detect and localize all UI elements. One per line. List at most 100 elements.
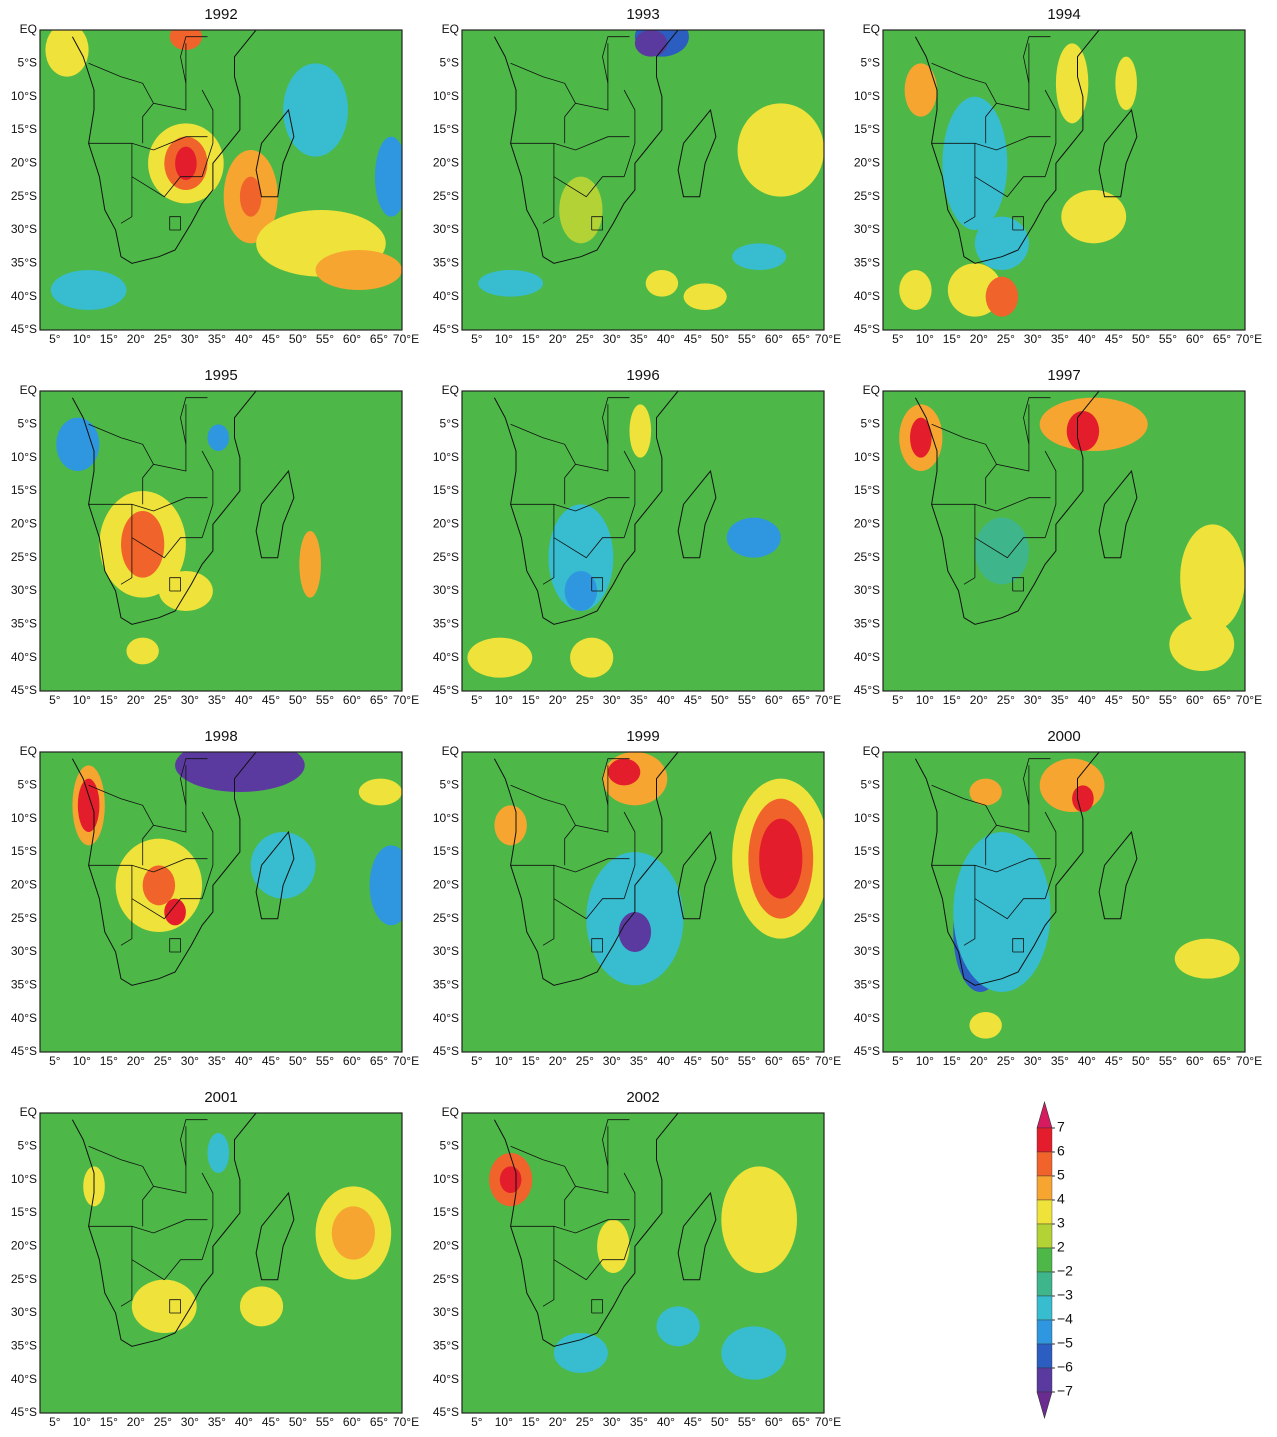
map-panel: 1994 EQ 5°S 10°S 15°S 20°S 25°S 30°S 35°S 40°S 45°… [854, 6, 1262, 346]
anomaly-region [564, 571, 598, 611]
lon-label: 10° [73, 693, 91, 707]
lat-label: 10°S [433, 450, 459, 464]
lat-label: 30°S [854, 583, 880, 597]
anomaly-region [1115, 56, 1137, 110]
lon-label: 65° [792, 1415, 810, 1429]
border [1023, 397, 1051, 445]
lon-label: 50° [711, 332, 729, 346]
lat-label: 30°S [11, 1305, 37, 1319]
border [180, 397, 208, 445]
lon-label: 35° [1051, 332, 1069, 346]
lon-label: 65° [370, 1054, 388, 1068]
lon-label: 5° [49, 1415, 61, 1429]
colorbar-label: −4 [1057, 1311, 1073, 1327]
colorbar-segment [1036, 1175, 1053, 1201]
lon-label: 70°E [1236, 693, 1262, 707]
lon-label: 70°E [1236, 332, 1262, 346]
lat-label: 15°S [854, 122, 880, 136]
lat-label: 5°S [18, 1139, 37, 1153]
map-field [462, 391, 824, 691]
lon-label: 15° [100, 693, 118, 707]
border [602, 397, 630, 445]
border [974, 176, 1046, 198]
panel-title: 1993 [626, 6, 659, 23]
border [201, 89, 214, 177]
border [1044, 89, 1057, 177]
lon-label: 55° [738, 693, 756, 707]
anomaly-region [1039, 758, 1105, 812]
anomaly-region [910, 417, 932, 458]
lon-label: 20° [127, 332, 145, 346]
lon-label: 45° [684, 693, 702, 707]
lat-label: 25°S [433, 1272, 459, 1286]
lon-label: 65° [370, 693, 388, 707]
border [974, 898, 1046, 920]
lon-label: 65° [370, 332, 388, 346]
lat-label: 20°S [854, 517, 880, 531]
lon-label: 35° [1051, 693, 1069, 707]
panel-frame [882, 29, 1246, 331]
lon-label: 50° [711, 693, 729, 707]
coastline [493, 30, 679, 264]
border [931, 858, 1051, 873]
anomaly-region [331, 1206, 375, 1260]
anomaly-region [607, 758, 641, 786]
lat-label: 40°S [433, 289, 459, 303]
lon-label: 55° [316, 332, 334, 346]
border [591, 577, 603, 592]
lon-label: 15° [522, 1054, 540, 1068]
anomaly-region [953, 832, 1051, 992]
lon-label: 70°E [393, 332, 419, 346]
lon-label: 10° [495, 1054, 513, 1068]
lat-label: 35°S [433, 978, 459, 992]
lon-label: 45° [684, 332, 702, 346]
lat-label: 5°S [18, 56, 37, 70]
lat-label: 5°S [18, 778, 37, 792]
lat-label: 40°S [854, 650, 880, 664]
lon-label: 45° [1105, 332, 1123, 346]
anomaly-region [559, 176, 603, 244]
lon-label: 5° [892, 693, 904, 707]
coastline [493, 391, 679, 625]
border [963, 504, 976, 585]
anomaly-region [478, 270, 544, 297]
panel-frame [461, 751, 825, 1053]
anomaly-region [499, 1166, 522, 1193]
lat-label: 10°S [433, 811, 459, 825]
lon-label: 15° [943, 332, 961, 346]
lat-label: 35°S [854, 978, 880, 992]
lon-label: 5° [49, 1054, 61, 1068]
lon-label: 35° [630, 332, 648, 346]
lat-label: 25°S [11, 550, 37, 564]
border [142, 103, 154, 144]
lon-label: 65° [370, 1415, 388, 1429]
lon-label: 50° [289, 1054, 307, 1068]
lon-label: 30° [603, 693, 621, 707]
lon-label: 20° [549, 1054, 567, 1068]
lat-label: 20°S [854, 156, 880, 170]
border [142, 1186, 154, 1227]
border [131, 176, 203, 198]
panel-title: 1996 [626, 367, 659, 384]
lon-label: 45° [262, 332, 280, 346]
lon-label: 25° [997, 1054, 1015, 1068]
lat-label: 20°S [11, 156, 37, 170]
lat-label: 25°S [854, 189, 880, 203]
lat-label: 20°S [433, 517, 459, 531]
colorbar-label: −5 [1057, 1335, 1073, 1351]
border [542, 1226, 555, 1307]
border [963, 143, 976, 224]
lat-label: 30°S [854, 222, 880, 236]
lon-label: 35° [630, 1054, 648, 1068]
anomaly-region [250, 832, 316, 899]
lon-label: 45° [1105, 693, 1123, 707]
lon-label: 55° [316, 1054, 334, 1068]
anomaly-region [974, 517, 1029, 585]
map-field [462, 1113, 824, 1413]
anomaly-region [467, 637, 533, 678]
lon-label: 20° [549, 332, 567, 346]
colorbar-segment [1036, 1247, 1053, 1273]
lon-label: 45° [262, 1415, 280, 1429]
border [169, 216, 181, 231]
lon-label: 25° [576, 1415, 594, 1429]
